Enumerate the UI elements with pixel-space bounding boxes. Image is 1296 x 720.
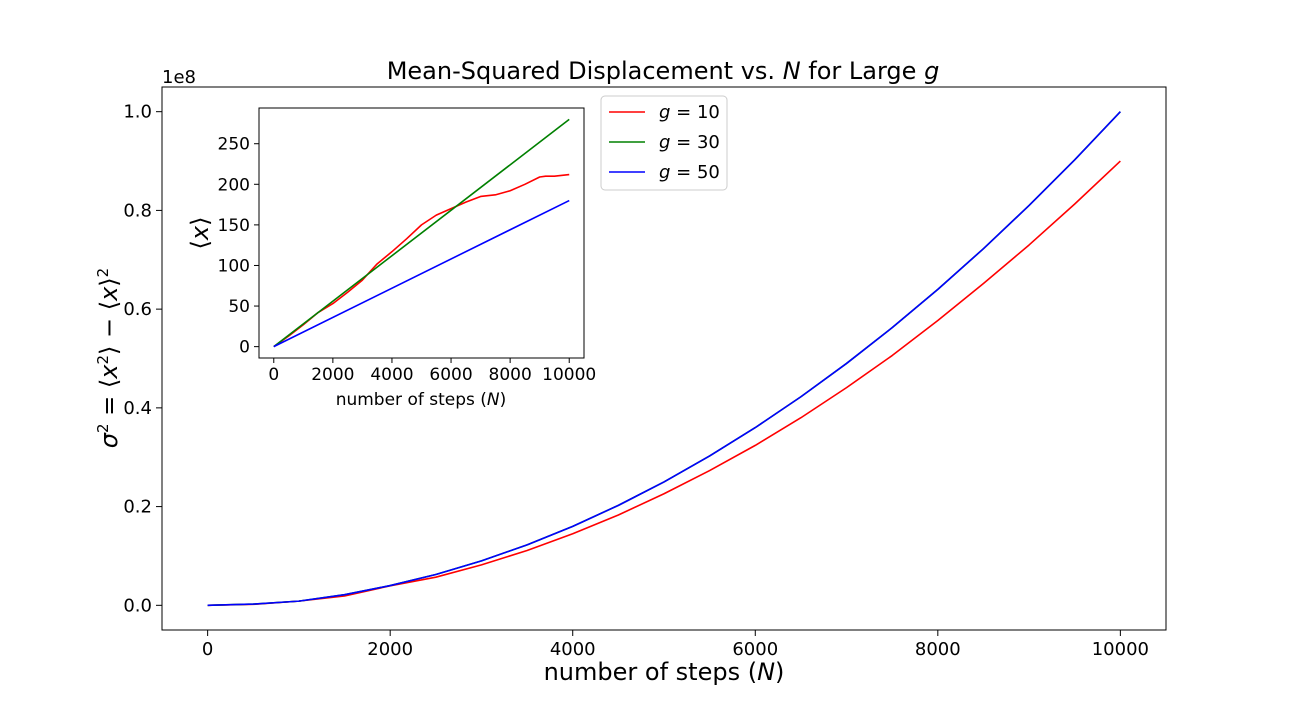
- inset-y-tick-label: 250: [218, 135, 250, 155]
- main-x-ticks: 0 2000 4000 6000 8000 10000: [202, 630, 1149, 660]
- inset-x-tick-label: 4000: [370, 365, 413, 385]
- inset-y-tick-label: 150: [218, 216, 250, 236]
- inset-y-axis-label: ⟨x⟩: [186, 217, 214, 250]
- main-series-line-2: [207, 111, 1121, 607]
- inset-y-ticks: 0 50 100 150 200 250: [218, 135, 259, 358]
- legend-label-2: g = 50: [659, 162, 720, 183]
- inset-y-tick-label: 0: [239, 338, 250, 358]
- chart-title: Mean-Squared Displacement vs. N for Larg…: [387, 57, 940, 85]
- main-y-ticks: 0.0 0.2 0.4 0.6 0.8 1.0: [123, 102, 162, 616]
- inset-x-tick-label: 10000: [542, 365, 596, 385]
- inset-y-tick-label: 100: [218, 256, 250, 276]
- main-x-tick-label: 0: [202, 639, 213, 660]
- inset-series-line-2: [273, 199, 570, 348]
- inset-x-tick-label: 0: [268, 365, 279, 385]
- main-x-axis-label: number of steps (N): [544, 658, 785, 686]
- inset-x-tick-label: 6000: [429, 365, 472, 385]
- inset-series-line-0: [273, 173, 570, 348]
- main-y-tick-label: 0.6: [123, 299, 152, 320]
- main-x-tick-label: 10000: [1092, 639, 1149, 660]
- inset-y-tick-label: 50: [228, 297, 250, 317]
- inset-x-tick-label: 2000: [311, 365, 354, 385]
- main-plot-frame: [161, 86, 1167, 631]
- main-x-tick-label: 4000: [550, 639, 596, 660]
- legend-label-1: g = 30: [659, 132, 720, 153]
- legend: g = 10 g = 30 g = 50: [600, 95, 728, 191]
- main-x-tick-label: 6000: [732, 639, 778, 660]
- main-y-tick-label: 1.0: [123, 102, 152, 123]
- main-series-group: [207, 111, 1121, 607]
- inset-axes: 0 2000 4000 6000 8000 10000 0 50 100 150 200 250 n…: [186, 107, 596, 410]
- main-y-tick-label: 0.8: [123, 200, 152, 221]
- main-x-tick-label: 8000: [915, 639, 961, 660]
- inset-x-ticks: 0 2000 4000 6000 8000 10000: [268, 358, 596, 385]
- main-x-tick-label: 2000: [367, 639, 413, 660]
- main-y-offset-label: 1e8: [162, 67, 196, 88]
- legend-label-0: g = 10: [659, 102, 720, 123]
- inset-x-tick-label: 8000: [489, 365, 532, 385]
- inset-x-axis-label: number of steps (N): [336, 390, 507, 410]
- main-y-axis-label: σ2 = ⟨x2⟩ − ⟨x⟩2: [94, 268, 123, 448]
- main-series-line-0: [207, 160, 1121, 607]
- main-y-tick-label: 0.0: [123, 595, 152, 616]
- inset-series-group: [273, 118, 570, 348]
- inset-plot-frame: [258, 107, 585, 359]
- inset-series-line-1: [273, 118, 570, 348]
- legend-box: [600, 95, 728, 191]
- main-y-tick-label: 0.2: [123, 497, 152, 518]
- inset-y-tick-label: 200: [218, 175, 250, 195]
- main-axes: Mean-Squared Displacement vs. N for Larg…: [94, 57, 1167, 686]
- main-y-tick-label: 0.4: [123, 398, 152, 419]
